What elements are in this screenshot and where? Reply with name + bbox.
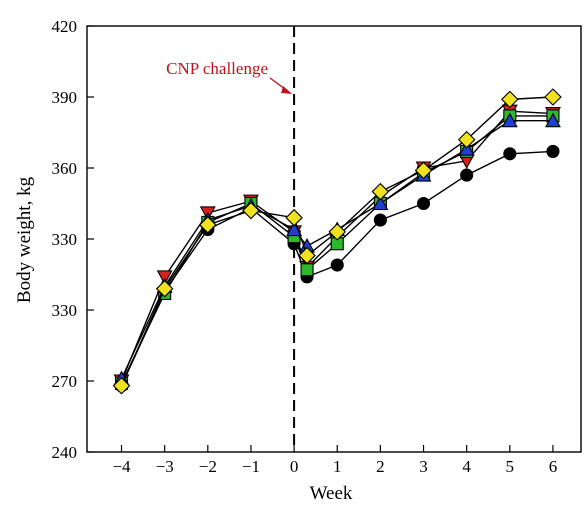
x-tick-label: 4 [462, 457, 471, 476]
y-tick-label: 360 [52, 159, 78, 178]
y-tick-label: 390 [52, 88, 78, 107]
x-tick-label: 0 [290, 457, 299, 476]
series-square [114, 109, 560, 390]
data-point-diamond [155, 279, 174, 298]
series-diamond [112, 88, 562, 395]
challenge-annotation-label: CNP challenge [166, 59, 268, 78]
data-point-circle [330, 258, 344, 272]
series-layer [112, 88, 562, 395]
data-point-diamond [298, 246, 316, 265]
series-line-diamond [120, 96, 553, 387]
series-circle [114, 144, 560, 393]
x-axis-title: Week [310, 483, 353, 502]
data-point-diamond [414, 161, 433, 180]
data-point-triangle-down [156, 270, 173, 286]
data-point-diamond [242, 201, 260, 220]
x-tick-label: −3 [156, 457, 174, 476]
x-tick-label: 5 [506, 457, 515, 476]
y-tick-label: 330 [52, 230, 78, 249]
x-tick-label: −2 [199, 457, 217, 476]
data-point-diamond [199, 216, 217, 234]
x-tick-label: −1 [242, 457, 260, 476]
data-point-diamond [501, 90, 519, 109]
series-line-circle [120, 150, 553, 387]
x-tick-label: −4 [112, 457, 131, 476]
data-point-circle [503, 147, 517, 161]
data-point-triangle-up [372, 195, 389, 211]
data-point-diamond [457, 130, 476, 149]
data-point-triangle-up [458, 140, 475, 156]
data-point-square [300, 263, 314, 277]
data-point-triangle-up [501, 112, 518, 128]
y-axis-title: Body weight, kg [14, 176, 35, 303]
annotation-layer: CNP challenge [166, 26, 296, 452]
challenge-annotation-arrowhead [281, 86, 293, 94]
y-tick-label: 270 [52, 372, 78, 391]
data-point-diamond [285, 208, 303, 227]
axes-layer: −4 −3 −2 −1 0 1 2 3 4 5 6 240 270 330 330 360 390 420 [52, 17, 582, 476]
y-tick-label: 420 [52, 17, 78, 36]
x-tick-label: 3 [419, 457, 428, 476]
x-tick-label: 2 [376, 457, 385, 476]
data-point-diamond [328, 223, 347, 241]
data-point-diamond [371, 182, 390, 201]
data-point-circle [546, 144, 560, 158]
y-tick-label: 240 [52, 443, 78, 462]
data-point-circle [373, 213, 387, 227]
data-point-circle [460, 168, 474, 182]
data-point-diamond [544, 88, 562, 106]
data-point-triangle-up [545, 112, 561, 128]
y-tick-label: 330 [52, 301, 78, 320]
data-point-diamond [112, 376, 131, 395]
series-line-triangle-up [120, 119, 553, 379]
x-tick-label: 1 [333, 457, 342, 476]
x-tick-label: 6 [549, 457, 558, 476]
data-point-circle [416, 196, 431, 211]
